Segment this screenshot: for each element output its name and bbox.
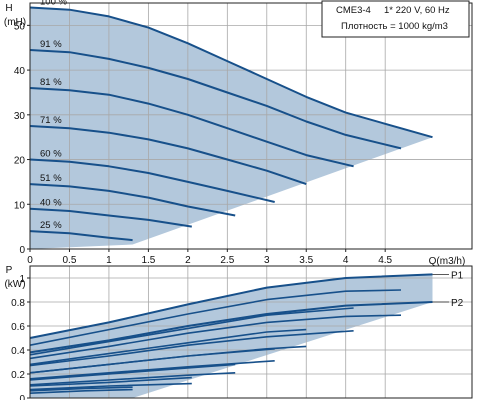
speed-curve-25 (29, 230, 133, 242)
flow-axis-label: Q(m3/h) (429, 256, 466, 267)
power-axis-label-p: P (6, 265, 13, 276)
flow-tick-label: 1 (106, 255, 112, 266)
flow-tick-label: 3 (264, 255, 270, 266)
speed-curve-91 (29, 49, 402, 150)
power-speed-curve (29, 372, 236, 386)
speed-curves (29, 6, 433, 242)
power-speed-curve (29, 376, 192, 387)
head-operating-area (30, 7, 433, 249)
flow-tick-label: 2 (185, 255, 191, 266)
info-box-frame (321, 0, 470, 38)
flow-tick-label: 3.5 (299, 255, 313, 266)
power-tick-label: 0.2 (11, 370, 25, 381)
power-speed-curve (29, 363, 236, 381)
speed-curve-label: 25 % (40, 220, 62, 231)
head-tick-label: 20 (14, 156, 26, 167)
flow-tick-label: 1.5 (141, 255, 155, 266)
speed-curve-label: 60 % (40, 149, 62, 160)
head-tick-label: 0 (19, 245, 25, 256)
head-axis-ticks: 0 0.5 1 1.5 2 2.5 3 3.5 4 4.5 0 10 20 30 40 50 (14, 21, 393, 266)
power-series-labels: P1 P2 (432, 270, 464, 309)
power-axis-ticks: 0 0.2 0.4 0.6 0.8 1 (11, 274, 30, 400)
head-grid (30, 3, 472, 249)
power-tick-label: 0.6 (11, 322, 25, 333)
head-tick-label: 40 (14, 66, 26, 77)
power-series-p1 (29, 273, 433, 339)
power-tick-label: 0 (19, 394, 25, 400)
flow-tick-label: 2.5 (220, 255, 234, 266)
flow-tick-label: 0.5 (63, 255, 77, 266)
speed-curve-label: 100 % (40, 0, 67, 7)
speed-curve-label: 51 % (40, 173, 62, 184)
power-speed-curve (29, 289, 402, 346)
power-speed-curve (29, 314, 402, 360)
speed-curve-81 (29, 87, 354, 168)
power-axis-label-unit: (kW) (4, 279, 25, 290)
speed-curve-label: 81 % (40, 77, 62, 88)
power-plot-frame (29, 265, 473, 399)
series-label-p1: P1 (451, 270, 464, 281)
speed-curve-60 (29, 158, 275, 203)
power-speed-curve (29, 307, 354, 356)
speed-curve-label: 40 % (40, 198, 62, 209)
operating-area (30, 7, 433, 249)
speed-curve-51 (29, 183, 236, 217)
power-speed-curve (29, 330, 354, 367)
head-plot-frame (29, 2, 473, 250)
head-tick-label: 10 (14, 200, 26, 211)
power-speed-curve (29, 388, 133, 394)
speed-curve-100 (29, 6, 433, 139)
flow-tick-label: 0 (27, 255, 33, 266)
speed-curve-labels: 100 % 91 % 81 % 71 % 60 % 51 % 40 % 25 % (40, 0, 67, 231)
speed-curve-label: 91 % (40, 39, 62, 50)
head-axis-label-unit: (mH) (4, 17, 26, 28)
power-tick-label: 0.4 (11, 346, 25, 357)
head-tick-label: 30 (14, 111, 26, 122)
head-flow-panel: 100 % 91 % 81 % 71 % 60 % 51 % 40 % 25 % 0 0.5 1 1… (4, 0, 473, 267)
power-tick-label: 0.8 (11, 298, 25, 309)
head-tick-label: 50 (14, 21, 26, 32)
speed-curve-71 (29, 125, 307, 186)
speed-curve-label: 71 % (40, 115, 62, 126)
info-model: CME3-4 (336, 5, 371, 16)
info-box: CME3-4 1* 220 V, 60 Hz Плотность = 1000 … (321, 0, 470, 38)
power-speed-curve (29, 382, 192, 391)
power-speed-curve (29, 328, 307, 366)
head-axis-label-h: H (5, 3, 12, 14)
power-speed-curve (29, 386, 133, 392)
power-series-p2 (29, 301, 433, 354)
series-label-p2: P2 (451, 298, 464, 309)
power-curves (29, 273, 433, 394)
flow-tick-label: 4 (343, 255, 349, 266)
info-density: Плотность = 1000 kg/m3 (341, 21, 448, 32)
power-tick-label: 1 (19, 274, 25, 285)
info-supply: 1* 220 V, 60 Hz (384, 5, 450, 16)
speed-curve-40 (29, 207, 192, 228)
power-speed-curve (29, 360, 275, 380)
flow-tick-label: 4.5 (378, 255, 392, 266)
power-speed-curve (29, 348, 275, 374)
power-flow-panel: 0 0.2 0.4 0.6 0.8 1 P1 P2 P (kW) (4, 265, 473, 400)
